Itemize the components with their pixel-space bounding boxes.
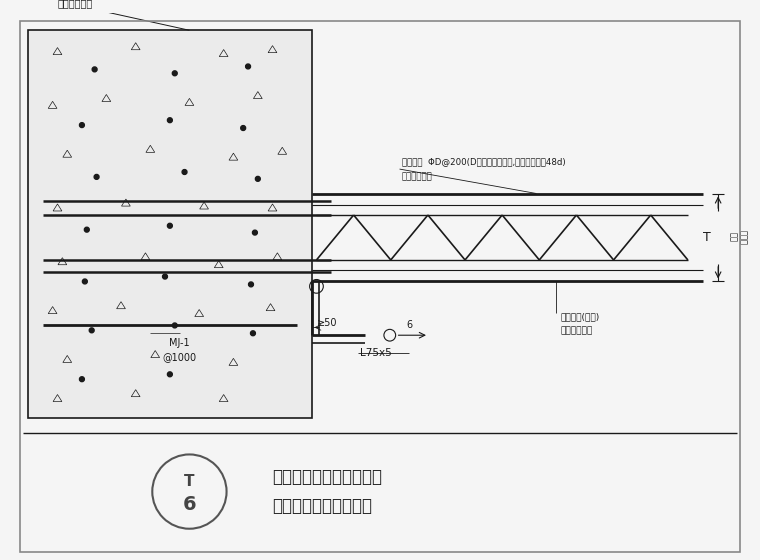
Circle shape — [252, 230, 258, 235]
Circle shape — [173, 71, 177, 76]
Circle shape — [245, 64, 251, 69]
Text: T: T — [184, 474, 195, 489]
Circle shape — [163, 274, 167, 279]
Text: L75x5: L75x5 — [360, 348, 392, 358]
Circle shape — [182, 170, 187, 175]
Bar — [28, 30, 312, 418]
Circle shape — [82, 279, 87, 284]
Circle shape — [84, 227, 89, 232]
Text: 拉锚钢筋(如需): 拉锚钢筋(如需) — [561, 312, 600, 321]
Text: 拉锚钢筋  ΦD@200(D用钢筋桁架上弦,外伸长度满足48d): 拉锚钢筋 ΦD@200(D用钢筋桁架上弦,外伸长度满足48d) — [401, 157, 565, 166]
Circle shape — [89, 328, 94, 333]
Circle shape — [255, 176, 260, 181]
Text: 核心筒剪力墙: 核心筒剪力墙 — [58, 0, 93, 8]
Text: T: T — [702, 231, 711, 244]
Circle shape — [167, 223, 173, 228]
Text: 6: 6 — [182, 495, 196, 514]
Text: 楼承板
厚度: 楼承板 厚度 — [728, 230, 747, 245]
Circle shape — [167, 372, 173, 377]
Text: ≥50: ≥50 — [317, 319, 337, 329]
Text: 钢筋桁架垂直于剪力墙: 钢筋桁架垂直于剪力墙 — [273, 497, 372, 515]
Text: 楼承板与剪力墙连接节点: 楼承板与剪力墙连接节点 — [273, 468, 382, 486]
Circle shape — [173, 323, 177, 328]
Circle shape — [80, 377, 84, 381]
Text: 详结构施工图: 详结构施工图 — [401, 172, 432, 181]
Circle shape — [92, 67, 97, 72]
Text: 详结构施工图: 详结构施工图 — [561, 326, 593, 335]
Circle shape — [249, 282, 253, 287]
Circle shape — [94, 175, 99, 179]
Text: 6: 6 — [407, 320, 413, 330]
Circle shape — [251, 331, 255, 335]
Circle shape — [241, 125, 245, 130]
Circle shape — [80, 123, 84, 128]
Text: @1000: @1000 — [163, 352, 197, 362]
Circle shape — [167, 118, 173, 123]
Text: MJ-1: MJ-1 — [169, 338, 190, 348]
